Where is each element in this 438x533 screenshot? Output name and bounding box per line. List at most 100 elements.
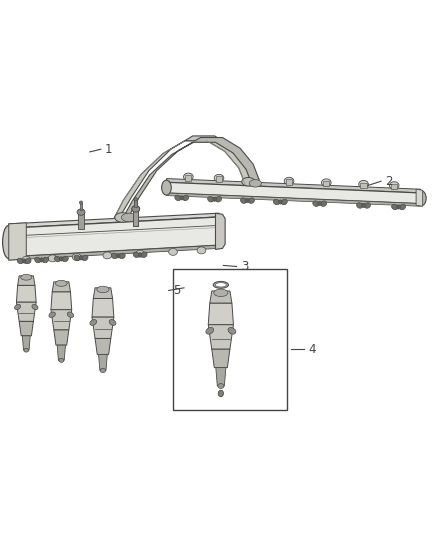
Ellipse shape <box>77 209 85 215</box>
Ellipse shape <box>82 255 88 261</box>
Polygon shape <box>18 276 35 286</box>
Polygon shape <box>210 291 232 303</box>
Polygon shape <box>416 189 423 206</box>
Ellipse shape <box>40 258 43 262</box>
Bar <box>286 180 292 185</box>
Ellipse shape <box>228 327 236 334</box>
Ellipse shape <box>138 253 142 257</box>
Ellipse shape <box>132 206 140 212</box>
Ellipse shape <box>359 181 368 188</box>
Polygon shape <box>19 321 33 336</box>
Ellipse shape <box>62 256 68 262</box>
Bar <box>360 183 367 188</box>
Ellipse shape <box>279 200 282 204</box>
Ellipse shape <box>183 195 189 200</box>
Polygon shape <box>208 303 233 325</box>
Ellipse shape <box>318 201 321 206</box>
Text: 3: 3 <box>241 260 248 273</box>
Ellipse shape <box>22 256 31 263</box>
Polygon shape <box>9 217 219 257</box>
Polygon shape <box>99 354 107 370</box>
Ellipse shape <box>121 213 137 222</box>
Ellipse shape <box>392 204 398 209</box>
Ellipse shape <box>218 384 224 389</box>
Ellipse shape <box>79 201 83 204</box>
Polygon shape <box>22 336 30 350</box>
Text: 5: 5 <box>173 284 180 297</box>
Ellipse shape <box>389 182 399 189</box>
Ellipse shape <box>132 206 140 212</box>
Polygon shape <box>93 288 113 298</box>
Bar <box>185 175 191 181</box>
Ellipse shape <box>180 196 184 200</box>
Ellipse shape <box>399 204 406 209</box>
Ellipse shape <box>321 201 327 206</box>
Ellipse shape <box>357 203 363 208</box>
Ellipse shape <box>59 358 64 362</box>
Polygon shape <box>9 245 219 260</box>
Ellipse shape <box>111 253 117 259</box>
Ellipse shape <box>115 213 131 222</box>
Polygon shape <box>92 317 114 338</box>
Polygon shape <box>52 282 71 292</box>
Ellipse shape <box>362 204 365 208</box>
Polygon shape <box>166 193 420 206</box>
Polygon shape <box>212 349 230 368</box>
Text: 4: 4 <box>309 343 316 356</box>
Ellipse shape <box>213 197 216 201</box>
Bar <box>133 209 138 226</box>
Ellipse shape <box>117 254 120 258</box>
Ellipse shape <box>208 197 214 202</box>
Ellipse shape <box>3 225 15 259</box>
Polygon shape <box>95 338 111 354</box>
Ellipse shape <box>54 256 60 262</box>
Polygon shape <box>114 136 252 219</box>
Ellipse shape <box>218 390 223 397</box>
Ellipse shape <box>213 281 229 288</box>
Ellipse shape <box>21 274 32 280</box>
Bar <box>78 212 84 229</box>
Ellipse shape <box>74 255 80 261</box>
Polygon shape <box>166 179 420 193</box>
Bar <box>391 184 397 189</box>
Ellipse shape <box>249 176 259 183</box>
Ellipse shape <box>48 255 57 262</box>
Polygon shape <box>208 325 233 349</box>
Ellipse shape <box>240 198 247 204</box>
Bar <box>323 181 329 187</box>
Ellipse shape <box>22 259 26 263</box>
Ellipse shape <box>215 282 226 287</box>
Polygon shape <box>54 330 69 345</box>
Ellipse shape <box>32 304 38 310</box>
Ellipse shape <box>214 289 228 296</box>
Ellipse shape <box>313 201 319 206</box>
Ellipse shape <box>417 191 426 206</box>
Bar <box>216 176 222 182</box>
Ellipse shape <box>49 312 55 318</box>
Polygon shape <box>216 368 226 386</box>
Polygon shape <box>51 292 72 310</box>
Ellipse shape <box>56 280 67 286</box>
Polygon shape <box>123 138 259 219</box>
Bar <box>173 269 287 410</box>
Ellipse shape <box>197 247 206 254</box>
Ellipse shape <box>103 252 112 259</box>
Ellipse shape <box>79 256 83 260</box>
Ellipse shape <box>109 320 116 325</box>
Ellipse shape <box>67 312 74 318</box>
Ellipse shape <box>14 304 21 310</box>
Bar <box>251 178 257 183</box>
Polygon shape <box>57 345 66 360</box>
Ellipse shape <box>206 327 214 334</box>
Ellipse shape <box>249 180 261 187</box>
Ellipse shape <box>214 174 224 182</box>
Ellipse shape <box>24 348 28 352</box>
Ellipse shape <box>133 252 139 257</box>
Ellipse shape <box>72 254 81 261</box>
Polygon shape <box>166 182 420 204</box>
Ellipse shape <box>284 177 294 185</box>
Ellipse shape <box>97 286 109 293</box>
Ellipse shape <box>397 205 400 209</box>
Polygon shape <box>9 223 26 260</box>
Polygon shape <box>16 286 36 302</box>
